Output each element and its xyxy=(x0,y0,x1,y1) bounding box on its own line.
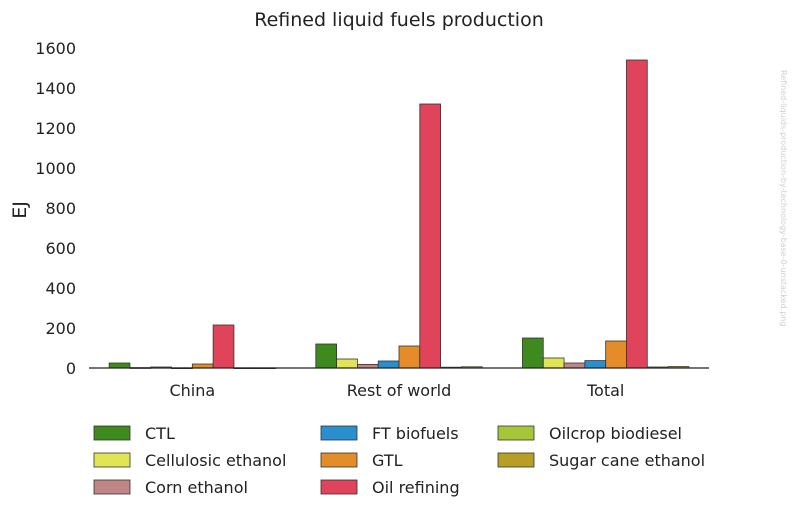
legend-label: Oil refining xyxy=(372,478,460,497)
legend-swatch xyxy=(93,479,131,495)
legend-label: Oilcrop biodiesel xyxy=(549,424,682,443)
legend-label: GTL xyxy=(372,451,403,470)
bar-oil-refining xyxy=(419,103,441,369)
legend-label: CTL xyxy=(145,424,175,443)
y-tick-label: 200 xyxy=(45,319,76,338)
bars xyxy=(108,59,690,369)
legend-label: Sugar cane ethanol xyxy=(549,451,705,470)
legend-swatch xyxy=(320,425,358,441)
bar-gtl xyxy=(398,345,421,369)
legend-swatch xyxy=(320,479,358,495)
y-tick-label: 800 xyxy=(45,199,76,218)
chart-title: Refined liquid fuels production xyxy=(254,9,544,31)
legend-swatch xyxy=(93,425,131,441)
bar-cellulosic-ethanol xyxy=(542,357,565,369)
bar-gtl xyxy=(605,340,627,369)
bar-cellulosic-ethanol xyxy=(336,358,358,369)
x-tick-label: Total xyxy=(586,381,624,400)
legend-label: Corn ethanol xyxy=(145,478,248,497)
legend-swatch xyxy=(93,452,131,468)
legend-label: FT biofuels xyxy=(372,424,459,443)
legend-swatch xyxy=(320,452,358,468)
y-axis-ticks: 0 200 400 600 800 1000 1200 1400 1600 xyxy=(35,39,76,378)
legend-swatch xyxy=(497,452,535,468)
y-tick-label: 1200 xyxy=(35,119,76,138)
legend: CTL Cellulosic ethanol Corn ethanol FT biof… xyxy=(93,424,705,497)
y-tick-label: 400 xyxy=(45,279,76,298)
bar-ft-biofuels xyxy=(584,360,607,369)
bar-oil-refining xyxy=(626,59,648,369)
x-tick-label: Rest of world xyxy=(347,381,452,400)
y-tick-label: 600 xyxy=(45,239,76,258)
legend-swatch xyxy=(497,425,535,441)
bar-ctl xyxy=(315,343,337,369)
y-tick-label: 1600 xyxy=(35,39,76,58)
legend-label: Cellulosic ethanol xyxy=(145,451,286,470)
x-axis-ticks: China Rest of world Total xyxy=(169,381,624,400)
y-axis-label: EJ xyxy=(9,201,31,219)
bar-ft-biofuels xyxy=(377,360,400,369)
bar-ctl xyxy=(522,337,544,369)
x-tick-label: China xyxy=(169,381,215,400)
bar-corn-ethanol xyxy=(563,362,586,369)
y-tick-label: 0 xyxy=(66,359,76,378)
y-tick-label: 1000 xyxy=(35,159,76,178)
bar-ctl xyxy=(108,362,131,369)
watermark: Refined-liquids-production-by-technology… xyxy=(779,70,788,327)
bar-oil-refining xyxy=(212,324,235,369)
y-tick-label: 1400 xyxy=(35,79,76,98)
